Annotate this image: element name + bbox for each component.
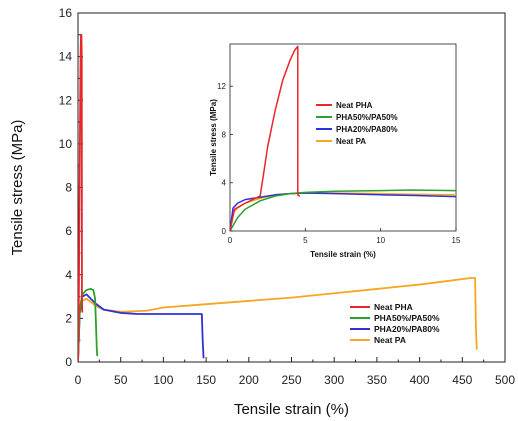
main-y-tick-label: 4 xyxy=(65,268,72,282)
main-series-pha20-pa80 xyxy=(78,293,205,362)
inset-x-tick-label: 15 xyxy=(452,236,461,245)
inset-y-tick-label: 0 xyxy=(222,227,227,236)
inset-series-group xyxy=(230,45,456,231)
main-y-axis-label: Tensile stress (MPa) xyxy=(9,120,26,256)
main-legend-label-pha20-pa80: PHA20%/PA80% xyxy=(374,324,440,334)
main-legend-label-pha50-pa50: PHA50%/PA50% xyxy=(374,313,440,323)
main-x-tick-label: 250 xyxy=(281,373,301,387)
main-series-group xyxy=(78,33,478,362)
inset-legend-label-pha20-pa80: PHA20%/PA80% xyxy=(336,125,398,134)
main-x-axis-label: Tensile strain (%) xyxy=(234,401,349,418)
main-x-tick-label: 400 xyxy=(410,373,430,387)
inset-y-axis-label: Tensile stress (MPa) xyxy=(209,99,218,176)
inset-legend-label-neat-pa: Neat PA xyxy=(336,137,366,146)
inset-x-tick-label: 10 xyxy=(376,236,385,245)
inset-axes-frame xyxy=(229,43,457,232)
main-x-tick-label: 100 xyxy=(153,373,173,387)
main-series-neat-pa xyxy=(78,277,478,362)
inset-legend-label-pha50-pa50: PHA50%/PA50% xyxy=(336,113,398,122)
main-plot: 0 50 100 150 200 250 300 350 400 450 5000246810121… xyxy=(9,6,515,418)
inset-series-neat-pha xyxy=(230,45,301,231)
main-x-tick-label: 350 xyxy=(367,373,387,387)
main-legend-label-neat-pa: Neat PA xyxy=(374,335,406,345)
main-x-tick-label: 200 xyxy=(239,373,259,387)
inset-y-tick-label: 8 xyxy=(222,130,227,139)
main-legend-label-neat-pha: Neat PHA xyxy=(374,302,413,312)
main-x-tick-label: 0 xyxy=(75,373,82,387)
main-y-tick-label: 0 xyxy=(65,355,72,369)
main-y-tick-label: 16 xyxy=(59,6,73,20)
inset-y-tick-label: 12 xyxy=(217,82,226,91)
main-y-tick-label: 6 xyxy=(65,224,72,238)
main-y-tick-label: 14 xyxy=(59,50,73,64)
inset-plot: 0 5 10 15 0 4 8 12 Tensile strain (%) Tensile str… xyxy=(209,43,461,259)
main-x-tick-label: 450 xyxy=(452,373,472,387)
main-x-tick-label: 500 xyxy=(495,373,515,387)
main-x-tick-label: 150 xyxy=(196,373,216,387)
inset-y-tick-label: 4 xyxy=(222,179,227,188)
main-series-neat-pha xyxy=(78,33,84,362)
inset-x-axis-label: Tensile strain (%) xyxy=(310,250,376,259)
main-series-pha50-pa50 xyxy=(78,288,99,362)
inset-series-pha50-pa50 xyxy=(230,189,456,231)
main-x-tick-label: 50 xyxy=(114,373,128,387)
main-x-tick-label: 300 xyxy=(324,373,344,387)
inset-legend-label-neat-pha: Neat PHA xyxy=(336,101,373,110)
main-y-tick-label: 8 xyxy=(65,181,72,195)
inset-x-tick-label: 0 xyxy=(228,236,233,245)
main-y-tick-label: 10 xyxy=(59,137,73,151)
main-y-tick-label: 2 xyxy=(65,311,72,325)
main-y-tick-label: 12 xyxy=(59,93,73,107)
inset-x-tick-label: 5 xyxy=(303,236,308,245)
